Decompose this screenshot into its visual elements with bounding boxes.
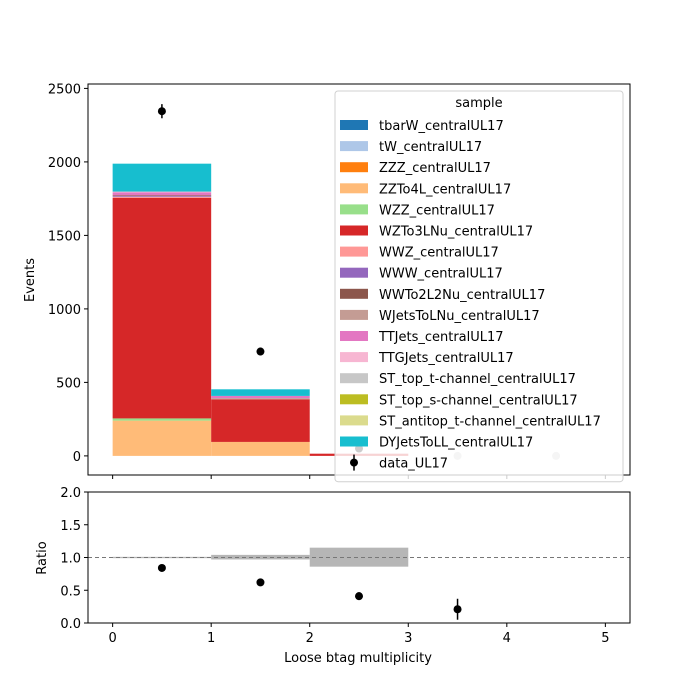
- legend-swatch-TTGJets_centralUL17: [340, 352, 368, 363]
- legend-entry-WZTo3LNu_centralUL17: WZTo3LNu_centralUL17: [379, 225, 533, 240]
- ratio-point-0: [157, 563, 166, 572]
- bar-DYJetsToLL_centralUL17-bin-0: [112, 163, 212, 192]
- y-ticks: 0 500 1000 1500 2000 2500: [48, 82, 88, 465]
- legend-entry-ST_antitop_t-channel_centralUL17: ST_antitop_t-channel_centralUL17: [379, 414, 601, 429]
- legend-data-marker: [350, 458, 358, 467]
- legend-swatch-ST_top_t-channel_centralUL17: [340, 373, 368, 384]
- x-tick-label-2: 2: [306, 631, 314, 646]
- bar-WWZ_centralUL17-bin-0: [112, 196, 212, 198]
- legend-entry-ZZZ_centralUL17: ZZZ_centralUL17: [379, 161, 491, 176]
- x-tick-label-1: 1: [207, 631, 215, 646]
- ratio-point-1: [256, 578, 265, 587]
- x-ticks: 0 1 2 3 4 5: [108, 623, 610, 646]
- legend-swatch-TTJets_centralUL17: [340, 331, 368, 341]
- bar-DYJetsToLL_centralUL17-bin-1: [211, 389, 310, 396]
- ratio-y-tick-label-2: 1.0: [60, 552, 81, 567]
- legend-entry-ST_top_t-channel_centralUL17: ST_top_t-channel_centralUL17: [379, 372, 576, 387]
- legend-swatch-WWTo2L2Nu_centralUL17: [340, 288, 368, 299]
- y-tick-label-2: 1000: [48, 303, 81, 318]
- legend-entry-tbarW_centralUL17: tbarW_centralUL17: [379, 119, 504, 134]
- legend-swatch-WWW_centralUL17: [340, 267, 368, 278]
- data-point-1: [256, 347, 265, 356]
- legend-entry-WWZ_centralUL17: WWZ_centralUL17: [379, 246, 499, 261]
- legend-swatch-WWZ_centralUL17: [340, 246, 368, 257]
- legend-entry-tW_centralUL17: tW_centralUL17: [379, 140, 482, 155]
- uncertainty-band-2: [309, 547, 409, 567]
- bar-WZTo3LNu_centralUL17-bin-0: [112, 197, 212, 419]
- legend-swatch-ST_antitop_t-channel_centralUL17: [340, 415, 368, 426]
- legend-entry-WWTo2L2Nu_centralUL17: WWTo2L2Nu_centralUL17: [379, 288, 545, 303]
- bar-TTJets_centralUL17-bin-1: [211, 395, 310, 399]
- legend-frame: [334, 90, 624, 483]
- legend-swatch-WZTo3LNu_centralUL17: [340, 225, 368, 236]
- legend-entry-WJetsToLNu_centralUL17: WJetsToLNu_centralUL17: [379, 309, 540, 324]
- x-tick-label-0: 0: [108, 631, 116, 646]
- ratio-y-axis-label: Ratio: [35, 541, 50, 574]
- stacked-bars: [112, 163, 409, 456]
- ratio-y-tick-label-1: 0.5: [60, 584, 81, 599]
- bar-TTGJets_centralUL17-bin-0: [112, 191, 212, 193]
- data-point-0: [157, 107, 166, 116]
- main-plot: 0 500 1000 1500 2000 2500 Events sample tbarW_…: [23, 82, 631, 483]
- x-axis-label: Loose btag multiplicity: [284, 651, 432, 666]
- bar-WWW_centralUL17-bin-0: [112, 196, 212, 197]
- bar-TTJets_centralUL17-bin-0: [112, 192, 212, 196]
- x-tick-label-3: 3: [404, 631, 412, 646]
- ratio-plot-frame: [87, 491, 631, 624]
- y-tick-label-5: 2500: [48, 82, 81, 97]
- legend-entry-data: data_UL17: [379, 457, 448, 472]
- y-tick-label-1: 500: [56, 376, 81, 391]
- ratio-plot: 0.0 0.5 1.0 1.5 2.0 0 1 2 3 4 5 Ratio Loose btag …: [35, 486, 631, 666]
- x-tick-label-4: 4: [503, 631, 511, 646]
- y-tick-label-3: 1500: [48, 229, 81, 244]
- ratio-point-2: [355, 592, 363, 601]
- legend-swatch-ZZZ_centralUL17: [340, 162, 368, 173]
- legend-swatch-WZZ_centralUL17: [340, 204, 368, 215]
- legend-swatch-ZZTo4L_centralUL17: [340, 183, 368, 194]
- bar-ZZTo4L_centralUL17-bin-0: [112, 420, 212, 456]
- bar-WJetsToLNu_centralUL17-bin-1: [211, 398, 310, 400]
- legend-swatch-ST_top_s-channel_centralUL17: [340, 394, 368, 405]
- y-ticks: 0.0 0.5 1.0 1.5 2.0: [60, 486, 88, 632]
- legend: sample tbarW_centralUL17 tW_centralUL17 ZZZ…: [334, 90, 624, 483]
- legend-entry-DYJetsToLL_centralUL17: DYJetsToLL_centralUL17: [379, 436, 533, 451]
- legend-swatch-tbarW_centralUL17: [340, 120, 368, 130]
- y-axis-label: Events: [23, 258, 38, 302]
- ratio-points: [157, 563, 462, 620]
- x-tick-label-5: 5: [601, 631, 609, 646]
- ratio-y-tick-label-0: 0.0: [60, 617, 81, 632]
- legend-swatch-DYJetsToLL_centralUL17: [340, 436, 368, 447]
- bar-WZZ_centralUL17-bin-0: [112, 418, 212, 421]
- bar-WZTo3LNu_centralUL17-bin-1: [211, 399, 310, 442]
- legend-title: sample: [455, 96, 502, 111]
- uncertainty-band-1: [211, 554, 310, 560]
- legend-entry-ZZTo4L_centralUL17: ZZTo4L_centralUL17: [379, 182, 511, 197]
- legend-entry-ST_top_s-channel_centralUL17: ST_top_s-channel_centralUL17: [379, 393, 578, 408]
- y-tick-label-0: 0: [73, 450, 81, 465]
- legend-entry-TTGJets_centralUL17: TTGJets_centralUL17: [378, 351, 514, 366]
- ratio-y-tick-label-4: 2.0: [60, 486, 81, 501]
- legend-entry-TTJets_centralUL17: TTJets_centralUL17: [378, 330, 504, 345]
- bar-WWTo2L2Nu_centralUL17-bin-0: [112, 195, 212, 197]
- ratio-y-tick-label-3: 1.5: [60, 519, 81, 534]
- legend-swatch-tW_centralUL17: [340, 141, 368, 152]
- legend-entry-WWW_centralUL17: WWW_centralUL17: [379, 267, 503, 282]
- ratio-point-3: [453, 605, 462, 614]
- legend-swatch-WJetsToLNu_centralUL17: [340, 309, 368, 320]
- y-tick-label-4: 2000: [48, 156, 81, 171]
- bar-ZZTo4L_centralUL17-bin-1: [211, 441, 310, 456]
- legend-entry-WZZ_centralUL17: WZZ_centralUL17: [379, 203, 495, 218]
